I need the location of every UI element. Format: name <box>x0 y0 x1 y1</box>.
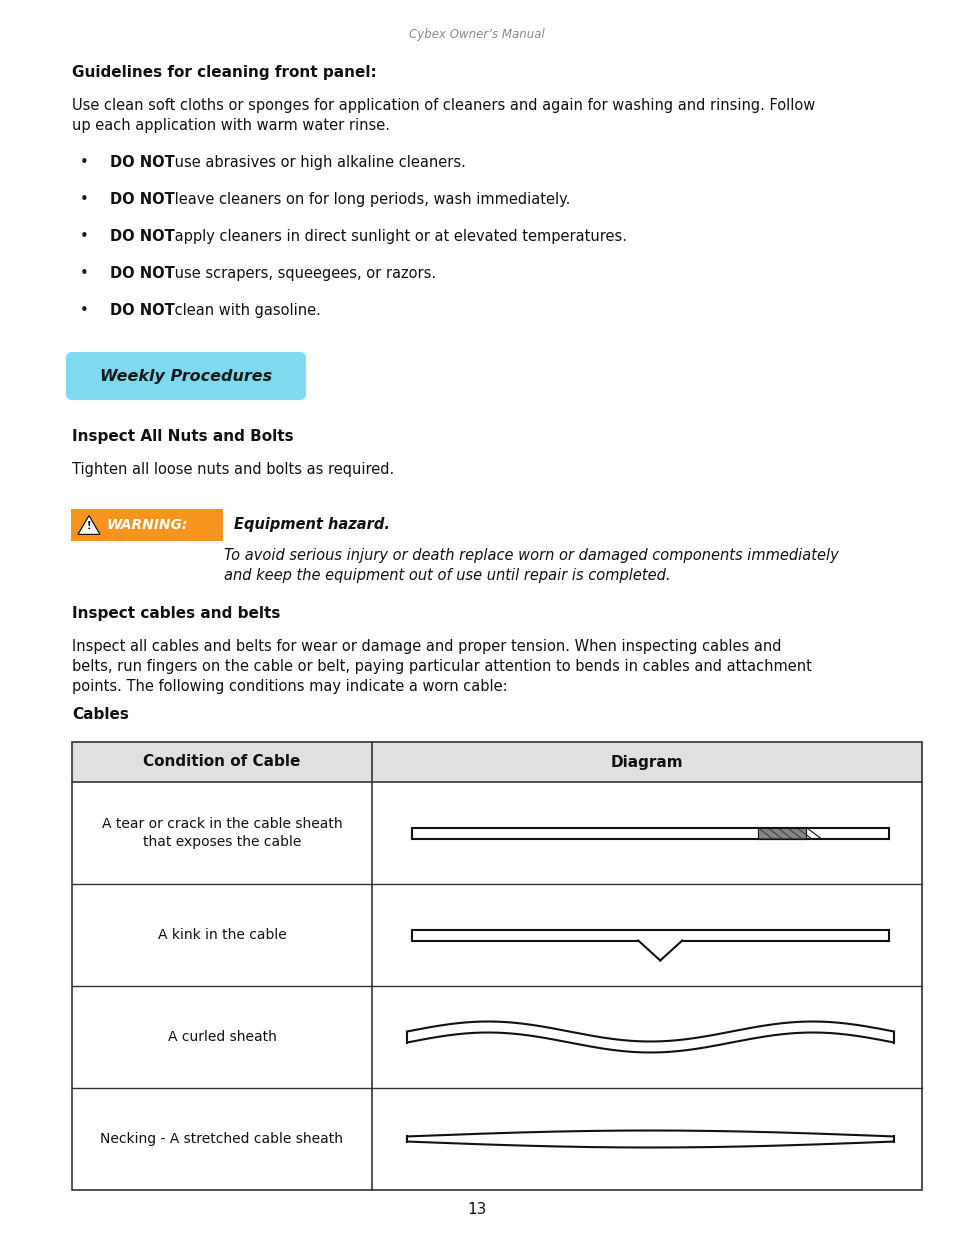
Text: Weekly Procedures: Weekly Procedures <box>100 368 272 384</box>
Text: Condition of Cable: Condition of Cable <box>143 755 300 769</box>
Text: DO NOT: DO NOT <box>110 156 174 170</box>
Text: A tear or crack in the cable sheath
that exposes the cable: A tear or crack in the cable sheath that… <box>102 816 342 850</box>
Text: Inspect All Nuts and Bolts: Inspect All Nuts and Bolts <box>71 429 294 445</box>
Text: Guidelines for cleaning front panel:: Guidelines for cleaning front panel: <box>71 65 376 80</box>
Text: DO NOT: DO NOT <box>110 191 174 207</box>
Text: Cables: Cables <box>71 706 129 722</box>
FancyBboxPatch shape <box>71 509 223 541</box>
Text: •: • <box>79 156 89 170</box>
Text: Necking - A stretched cable sheath: Necking - A stretched cable sheath <box>100 1132 343 1146</box>
Polygon shape <box>78 516 100 535</box>
Text: A curled sheath: A curled sheath <box>168 1030 276 1044</box>
Bar <box>71 742 921 782</box>
Text: clean with gasoline.: clean with gasoline. <box>170 303 320 317</box>
Text: Inspect all cables and belts for wear or damage and proper tension. When inspect: Inspect all cables and belts for wear or… <box>71 638 811 694</box>
Text: Tighten all loose nuts and bolts as required.: Tighten all loose nuts and bolts as requ… <box>71 462 394 477</box>
Text: 13: 13 <box>467 1202 486 1216</box>
Text: DO NOT: DO NOT <box>110 303 174 317</box>
Bar <box>757 827 805 839</box>
Text: Cybex Owner’s Manual: Cybex Owner’s Manual <box>409 28 544 41</box>
Text: Use clean soft cloths or sponges for application of cleaners and again for washi: Use clean soft cloths or sponges for app… <box>71 98 815 133</box>
Text: !: ! <box>87 521 91 531</box>
Text: DO NOT: DO NOT <box>110 228 174 245</box>
Text: leave cleaners on for long periods, wash immediately.: leave cleaners on for long periods, wash… <box>170 191 570 207</box>
Bar <box>71 742 921 1191</box>
Text: use scrapers, squeegees, or razors.: use scrapers, squeegees, or razors. <box>170 266 436 282</box>
Text: To avoid serious injury or death replace worn or damaged components immediately
: To avoid serious injury or death replace… <box>224 548 838 583</box>
Bar <box>757 827 805 839</box>
Text: apply cleaners in direct sunlight or at elevated temperatures.: apply cleaners in direct sunlight or at … <box>170 228 626 245</box>
FancyBboxPatch shape <box>66 352 306 400</box>
Text: A kink in the cable: A kink in the cable <box>157 927 286 942</box>
Text: WARNING:: WARNING: <box>107 517 188 532</box>
Text: Equipment hazard.: Equipment hazard. <box>233 517 390 532</box>
Text: •: • <box>79 228 89 245</box>
Text: use abrasives or high alkaline cleaners.: use abrasives or high alkaline cleaners. <box>170 156 465 170</box>
Text: •: • <box>79 266 89 282</box>
Text: DO NOT: DO NOT <box>110 266 174 282</box>
Text: •: • <box>79 303 89 317</box>
Text: Inspect cables and belts: Inspect cables and belts <box>71 606 280 621</box>
Text: Diagram: Diagram <box>610 755 682 769</box>
Text: •: • <box>79 191 89 207</box>
